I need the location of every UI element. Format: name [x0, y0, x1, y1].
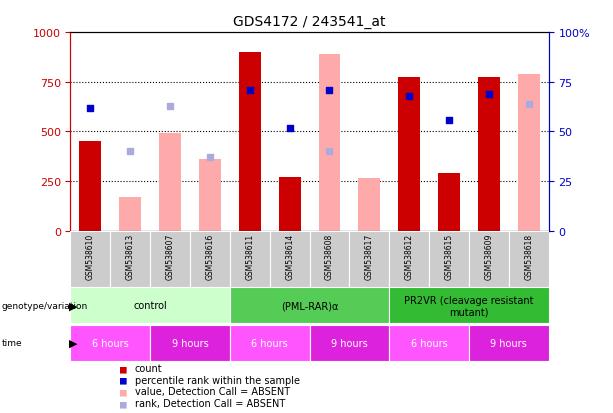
Title: GDS4172 / 243541_at: GDS4172 / 243541_at	[234, 15, 386, 29]
Bar	[190, 231, 230, 287]
Bar	[120, 197, 141, 231]
Point	[125, 149, 135, 155]
Bar	[478, 78, 500, 231]
Text: rank, Detection Call = ABSENT: rank, Detection Call = ABSENT	[135, 398, 285, 408]
Point	[166, 103, 175, 110]
Text: GSM538614: GSM538614	[285, 233, 294, 279]
Text: GSM538613: GSM538613	[126, 233, 135, 279]
Bar	[469, 231, 509, 287]
Text: 6 hours: 6 hours	[92, 338, 129, 348]
Text: 6 hours: 6 hours	[411, 338, 447, 348]
Point	[284, 125, 294, 131]
Bar	[469, 325, 549, 361]
Text: value, Detection Call = ABSENT: value, Detection Call = ABSENT	[135, 387, 290, 396]
Bar	[429, 231, 469, 287]
Text: percentile rank within the sample: percentile rank within the sample	[135, 375, 300, 385]
Bar	[80, 142, 101, 231]
Text: 9 hours: 9 hours	[172, 338, 208, 348]
Text: 6 hours: 6 hours	[251, 338, 288, 348]
Bar	[319, 55, 340, 231]
Text: (PML-RAR)α: (PML-RAR)α	[281, 301, 338, 311]
Bar	[310, 325, 389, 361]
Bar	[230, 325, 310, 361]
Text: ■: ■	[120, 387, 126, 396]
Text: 9 hours: 9 hours	[490, 338, 527, 348]
Bar	[438, 174, 460, 231]
Point	[325, 87, 335, 94]
Bar	[398, 78, 420, 231]
Bar	[310, 231, 349, 287]
Bar	[389, 231, 429, 287]
Bar	[518, 75, 539, 231]
Point	[405, 93, 414, 100]
Point	[444, 117, 454, 123]
Bar	[389, 288, 549, 323]
Text: GSM538611: GSM538611	[245, 233, 254, 279]
Text: control: control	[133, 301, 167, 311]
Bar	[159, 134, 181, 231]
Text: GSM538616: GSM538616	[205, 233, 215, 279]
Bar	[150, 325, 230, 361]
Point	[524, 101, 533, 108]
Bar	[509, 231, 549, 287]
Text: GSM538617: GSM538617	[365, 233, 374, 279]
Bar	[230, 288, 389, 323]
Bar	[279, 178, 300, 231]
Point	[325, 149, 335, 155]
Text: GSM538610: GSM538610	[86, 233, 95, 279]
Text: 9 hours: 9 hours	[331, 338, 368, 348]
Bar	[230, 231, 270, 287]
Bar	[70, 325, 150, 361]
Bar	[70, 231, 110, 287]
Text: ▶: ▶	[69, 301, 77, 311]
Text: genotype/variation: genotype/variation	[2, 301, 88, 310]
Point	[484, 91, 494, 98]
Point	[245, 87, 255, 94]
Text: GSM538612: GSM538612	[405, 233, 414, 279]
Bar	[150, 231, 190, 287]
Text: ■: ■	[120, 363, 126, 373]
Bar	[349, 231, 389, 287]
Text: GSM538607: GSM538607	[166, 233, 175, 279]
Text: GSM538608: GSM538608	[325, 233, 334, 279]
Bar	[359, 179, 380, 231]
Text: GSM538615: GSM538615	[444, 233, 454, 279]
Point	[86, 105, 96, 112]
Bar	[239, 53, 261, 231]
Bar	[110, 231, 150, 287]
Bar	[199, 160, 221, 231]
Bar	[389, 325, 469, 361]
Text: GSM538609: GSM538609	[484, 233, 493, 279]
Bar	[270, 231, 310, 287]
Text: ■: ■	[120, 375, 126, 385]
Text: PR2VR (cleavage resistant
mutant): PR2VR (cleavage resistant mutant)	[404, 295, 534, 316]
Text: ▶: ▶	[69, 338, 77, 348]
Text: count: count	[135, 363, 162, 373]
Bar	[70, 288, 230, 323]
Point	[205, 154, 215, 161]
Text: ■: ■	[120, 398, 126, 408]
Text: GSM538618: GSM538618	[524, 233, 533, 279]
Text: time: time	[2, 338, 23, 347]
